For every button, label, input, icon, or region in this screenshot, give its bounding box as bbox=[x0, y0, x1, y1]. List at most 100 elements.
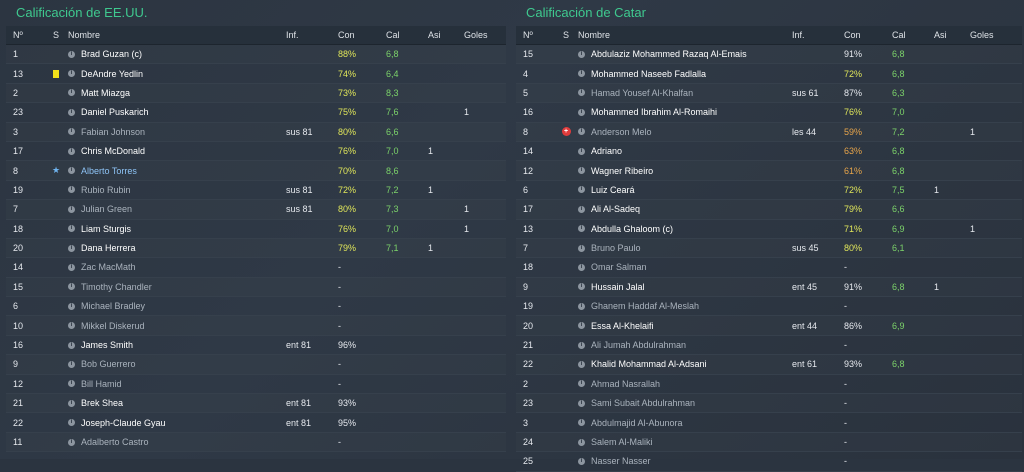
player-name-link[interactable]: James Smith bbox=[81, 340, 134, 351]
table-row[interactable]: 2 i Ahmad Nasrallah - bbox=[516, 375, 1022, 395]
player-name-link[interactable]: Mohammed Naseeb Fadlalla bbox=[591, 68, 707, 79]
table-row[interactable]: 8 + i Anderson Melo les 44 59% 7,2 1 bbox=[516, 123, 1022, 142]
table-row[interactable]: 25 i Nasser Nasser - bbox=[516, 452, 1022, 472]
player-name-link[interactable]: DeAndre Yedlin bbox=[81, 68, 144, 79]
info-icon[interactable]: i bbox=[68, 128, 75, 136]
info-icon[interactable]: i bbox=[68, 186, 75, 194]
header-asi[interactable]: Asi bbox=[428, 30, 441, 40]
table-row[interactable]: 18 i Liam Sturgis 76% 7,0 1 bbox=[6, 220, 506, 239]
table-row[interactable]: 7 i Bruno Paulo sus 45 80% 6,1 bbox=[516, 239, 1022, 259]
info-icon[interactable]: i bbox=[68, 147, 75, 155]
table-row[interactable]: 5 i Hamad Yousef Al-Khalfan sus 61 87% 6,3 bbox=[516, 84, 1022, 104]
player-name-link[interactable]: Ali Jumah Abdulrahman bbox=[591, 340, 687, 351]
player-name-link[interactable]: Bruno Paulo bbox=[591, 243, 641, 254]
player-name-link[interactable]: Hamad Yousef Al-Khalfan bbox=[591, 87, 694, 98]
player-name-link[interactable]: Michael Bradley bbox=[81, 301, 146, 312]
player-name-link[interactable]: Ghanem Haddaf Al-Meslah bbox=[591, 301, 700, 312]
info-icon[interactable]: i bbox=[578, 225, 585, 233]
info-icon[interactable]: i bbox=[68, 438, 75, 446]
player-name-link[interactable]: Nasser Nasser bbox=[591, 456, 651, 467]
header-asi[interactable]: Asi bbox=[934, 30, 947, 40]
info-icon[interactable]: i bbox=[578, 244, 585, 252]
info-icon[interactable]: i bbox=[578, 438, 585, 446]
info-icon[interactable]: i bbox=[578, 341, 585, 349]
header-goles[interactable]: Goles bbox=[464, 30, 488, 40]
info-icon[interactable]: i bbox=[578, 380, 585, 388]
player-name-link[interactable]: Joseph-Claude Gyau bbox=[81, 417, 166, 428]
info-icon[interactable]: i bbox=[578, 50, 585, 58]
table-row[interactable]: 17 i Chris McDonald 76% 7,0 1 bbox=[6, 142, 506, 162]
player-name-link[interactable]: Omar Salman bbox=[591, 262, 647, 273]
table-row[interactable]: 14 i Zac MacMath - bbox=[6, 258, 506, 278]
player-name-link[interactable]: Luiz Ceará bbox=[591, 184, 635, 195]
info-icon[interactable]: i bbox=[578, 399, 585, 407]
header-s[interactable]: S bbox=[562, 30, 569, 40]
info-icon[interactable]: i bbox=[68, 283, 75, 291]
table-row[interactable]: 2 i Matt Miazga 73% 8,3 bbox=[6, 84, 506, 104]
player-name-link[interactable]: Abdulaziz Mohammed Razaq Al-Emais bbox=[591, 49, 747, 60]
player-name-link[interactable]: Khalid Mohammad Al-Adsani bbox=[591, 359, 707, 370]
player-name-link[interactable]: Dana Herrera bbox=[81, 243, 136, 254]
table-row[interactable]: 1 i Brad Guzan (c) 88% 6,8 bbox=[6, 45, 506, 65]
table-row[interactable]: 15 i Timothy Chandler - bbox=[6, 278, 506, 298]
table-row[interactable]: 21 i Ali Jumah Abdulrahman - bbox=[516, 336, 1022, 356]
player-name-link[interactable]: Wagner Ribeiro bbox=[591, 165, 654, 176]
header-inf[interactable]: Inf. bbox=[792, 30, 805, 40]
table-row[interactable]: 6 i Michael Bradley - bbox=[6, 297, 506, 317]
table-row[interactable]: 22 i Joseph-Claude Gyau ent 81 95% bbox=[6, 413, 506, 433]
player-name-link[interactable]: Abdulla Ghaloom (c) bbox=[591, 223, 674, 234]
info-icon[interactable]: i bbox=[578, 167, 585, 175]
info-icon[interactable]: i bbox=[578, 302, 585, 310]
table-row[interactable]: 12 i Bill Hamid - bbox=[6, 375, 506, 395]
header-name[interactable]: Nombre bbox=[68, 30, 101, 40]
table-row[interactable]: 8 ★ i Alberto Torres 70% 8,6 bbox=[6, 161, 506, 181]
table-row[interactable]: 22 i Khalid Mohammad Al-Adsani ent 61 93% 6,8 bbox=[516, 355, 1022, 375]
table-row[interactable]: 20 i Essa Al-Khelaifi ent 44 86% 6,9 bbox=[516, 316, 1022, 336]
table-row[interactable]: 9 i Hussain Jalal ent 45 91% 6,8 1 bbox=[516, 278, 1022, 298]
table-row[interactable]: 15 i Abdulaziz Mohammed Razaq Al-Emais 91% 6… bbox=[516, 45, 1022, 65]
table-row[interactable]: 23 i Sami Subait Abdulrahman - bbox=[516, 394, 1022, 414]
info-icon[interactable]: i bbox=[68, 263, 75, 271]
table-row[interactable]: 19 i Ghanem Haddaf Al-Meslah - bbox=[516, 297, 1022, 317]
table-row[interactable]: 11 i Adalberto Castro - bbox=[6, 433, 506, 453]
table-row[interactable]: 7 i Julian Green sus 81 80% 7,3 1 bbox=[6, 200, 506, 220]
header-s[interactable]: S bbox=[52, 30, 59, 40]
player-name-link[interactable]: Mohammed Ibrahim Al-Romaihi bbox=[591, 107, 718, 118]
info-icon[interactable]: i bbox=[578, 322, 585, 330]
player-name-link[interactable]: Essa Al-Khelaifi bbox=[591, 320, 654, 331]
info-icon[interactable]: i bbox=[578, 419, 585, 427]
info-icon[interactable]: i bbox=[68, 70, 75, 78]
table-row[interactable]: 21 i Brek Shea ent 81 93% bbox=[6, 394, 506, 414]
table-row[interactable]: 14 i Adriano 63% 6,8 bbox=[516, 142, 1022, 162]
player-name-link[interactable]: Chris McDonald bbox=[81, 146, 146, 157]
player-name-link[interactable]: Matt Miazga bbox=[81, 87, 131, 98]
player-name-link[interactable]: Salem Al-Maliki bbox=[591, 437, 653, 447]
table-row[interactable]: 6 i Luiz Ceará 72% 7,5 1 bbox=[516, 181, 1022, 201]
player-name-link[interactable]: Bill Hamid bbox=[81, 378, 122, 389]
table-row[interactable]: 12 i Wagner Ribeiro 61% 6,8 bbox=[516, 161, 1022, 181]
table-row[interactable]: 3 i Abdulmajid Al-Abunora - bbox=[516, 413, 1022, 433]
info-icon[interactable]: i bbox=[68, 380, 75, 388]
table-row[interactable]: 16 i James Smith ent 81 96% bbox=[6, 336, 506, 356]
player-name-link[interactable]: Zac MacMath bbox=[81, 262, 136, 273]
player-name-link[interactable]: Liam Sturgis bbox=[81, 223, 132, 234]
header-cal[interactable]: Cal bbox=[386, 30, 400, 40]
info-icon[interactable]: i bbox=[68, 360, 75, 368]
info-icon[interactable]: i bbox=[68, 341, 75, 349]
info-icon[interactable]: i bbox=[578, 70, 585, 78]
info-icon[interactable]: i bbox=[68, 302, 75, 310]
info-icon[interactable]: i bbox=[68, 419, 75, 427]
info-icon[interactable]: i bbox=[578, 263, 585, 271]
info-icon[interactable]: i bbox=[68, 225, 75, 233]
info-icon[interactable]: i bbox=[578, 283, 585, 291]
player-name-link[interactable]: Abdulmajid Al-Abunora bbox=[591, 417, 683, 428]
info-icon[interactable]: i bbox=[578, 108, 585, 116]
player-name-link[interactable]: Daniel Puskarich bbox=[81, 107, 149, 118]
info-icon[interactable]: i bbox=[578, 186, 585, 194]
table-row[interactable]: 13 i Abdulla Ghaloom (c) 71% 6,9 1 bbox=[516, 220, 1022, 239]
player-name-link[interactable]: Ali Al-Sadeq bbox=[591, 204, 641, 215]
info-icon[interactable]: i bbox=[68, 205, 75, 213]
info-icon[interactable]: i bbox=[578, 360, 585, 368]
info-icon[interactable]: i bbox=[68, 399, 75, 407]
header-no[interactable]: Nº bbox=[13, 30, 23, 40]
